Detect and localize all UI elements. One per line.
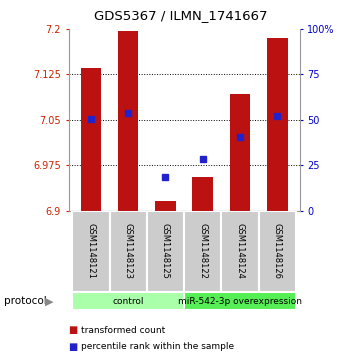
Bar (72, 292, 184, 310)
Text: GDS5367 / ILMN_1741667: GDS5367 / ILMN_1741667 (94, 9, 267, 22)
Text: GSM1148122: GSM1148122 (198, 224, 207, 279)
Text: control: control (113, 297, 144, 306)
Bar (72, 211, 110, 292)
Bar (155, 201, 176, 211)
Text: ■: ■ (69, 342, 78, 352)
Bar (267, 38, 287, 211)
Bar (221, 211, 258, 292)
Bar (147, 211, 184, 292)
Text: percentile rank within the sample: percentile rank within the sample (81, 342, 234, 351)
Bar (81, 68, 101, 211)
Bar (230, 94, 250, 211)
Text: GSM1148124: GSM1148124 (235, 224, 244, 279)
Bar (258, 211, 296, 292)
Text: protocol: protocol (4, 296, 46, 306)
Text: ▶: ▶ (44, 296, 53, 306)
Bar (118, 32, 139, 211)
Text: transformed count: transformed count (81, 326, 165, 335)
Text: GSM1148125: GSM1148125 (161, 224, 170, 279)
Text: GSM1148123: GSM1148123 (124, 223, 133, 280)
Text: GSM1148121: GSM1148121 (86, 224, 95, 279)
Bar (184, 211, 221, 292)
Bar (110, 211, 147, 292)
Bar (192, 177, 213, 211)
Bar (184, 292, 296, 310)
Text: miR-542-3p overexpression: miR-542-3p overexpression (178, 297, 302, 306)
Text: ■: ■ (69, 325, 78, 335)
Text: GSM1148126: GSM1148126 (273, 223, 282, 280)
